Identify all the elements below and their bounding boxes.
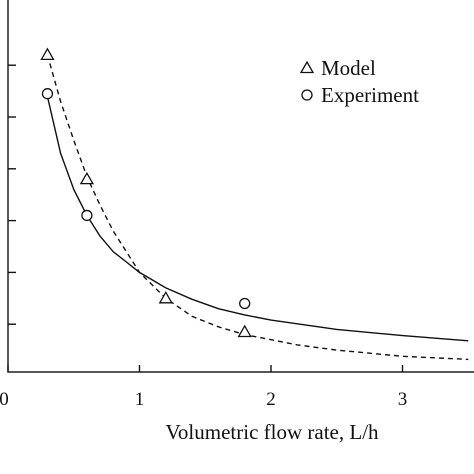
x-axis-title: Volumetric flow rate, L/h: [165, 420, 379, 444]
series-experiment-point-1: [41, 88, 54, 100]
x-tick-label-1: 1: [135, 389, 145, 410]
legend: Model Experiment: [299, 56, 419, 107]
series-experiment-point-2: [81, 209, 93, 222]
legend-experiment-marker: [301, 89, 313, 101]
x-tick-label-0: 0: [0, 389, 9, 410]
x-tick-label-3: 3: [398, 389, 408, 410]
legend-model-marker: [299, 60, 315, 74]
plot-area: [7, 0, 474, 373]
series-model-point-2: [79, 171, 95, 185]
series-experiment-point-3: [239, 297, 251, 310]
x-tick-label-2: 2: [266, 389, 276, 410]
legend-experiment-label: Experiment: [321, 83, 419, 107]
series-model-point-3: [158, 290, 173, 304]
series-experiment-curve: [46, 96, 469, 342]
plot-frame: [7, 0, 474, 373]
y-axis-ticks: [8, 64, 16, 325]
markers-layer: [40, 47, 252, 338]
series-model-point-4: [237, 324, 252, 338]
legend-model-label: Model: [321, 56, 376, 80]
x-axis-ticks: 0 1 2 3: [0, 365, 407, 410]
series-model-point-1: [40, 47, 55, 60]
